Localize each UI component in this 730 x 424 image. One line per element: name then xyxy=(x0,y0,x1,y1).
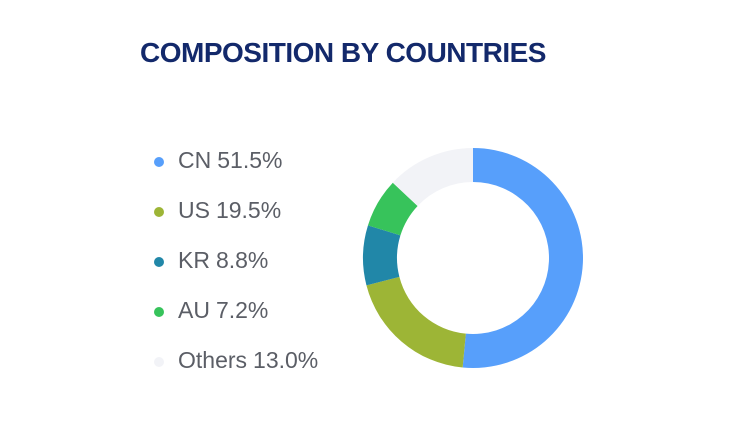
legend-name: AU xyxy=(178,297,210,323)
legend-value: 13.0% xyxy=(253,347,318,373)
legend-entry: CN 51.5% xyxy=(178,147,282,173)
donut-segment xyxy=(362,225,401,286)
legend-entry: US 19.5% xyxy=(178,197,281,223)
legend-name: CN xyxy=(178,147,211,173)
legend: CN 51.5%US 19.5%KR 8.8%AU 7.2%Others 13.0% xyxy=(154,147,318,373)
legend-name: US xyxy=(178,197,210,223)
legend-entry: KR 8.8% xyxy=(178,247,268,273)
legend-marker xyxy=(154,307,164,317)
legend-value: 51.5% xyxy=(217,147,282,173)
legend-marker xyxy=(154,207,164,217)
donut-segment xyxy=(366,276,466,368)
donut xyxy=(362,148,584,368)
legend-value: 8.8% xyxy=(216,247,268,273)
legend-marker xyxy=(154,257,164,267)
legend-value: 7.2% xyxy=(216,297,268,323)
legend-entry: Others 13.0% xyxy=(178,347,318,373)
donut-segment xyxy=(367,182,418,236)
donut-segment xyxy=(462,148,584,368)
legend-name: KR xyxy=(178,247,210,273)
legend-value: 19.5% xyxy=(216,197,281,223)
legend-marker xyxy=(154,357,164,367)
legend-entry: AU 7.2% xyxy=(178,297,268,323)
donut-segment xyxy=(392,148,473,206)
legend-marker xyxy=(154,157,164,167)
chart-title: COMPOSITION BY COUNTRIES xyxy=(140,37,546,68)
legend-name: Others xyxy=(178,347,247,373)
